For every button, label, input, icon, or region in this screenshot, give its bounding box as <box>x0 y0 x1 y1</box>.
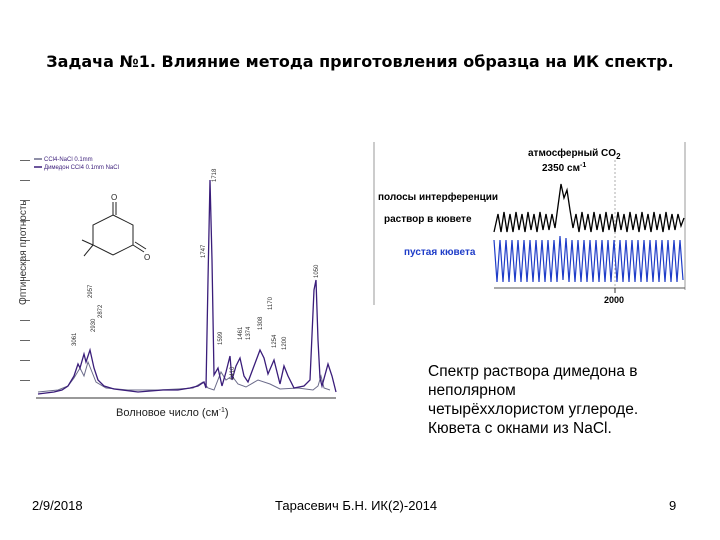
description-line: Спектр раствора димедона в <box>428 363 638 380</box>
empty-cell-label: пустая кювета <box>404 247 476 258</box>
co2-wavenumber: 2350 см-1 <box>542 162 586 174</box>
y-tick-marks <box>20 160 30 381</box>
solution-label: раствор в кювете <box>384 214 472 225</box>
dimedone-structure: O O <box>81 193 150 262</box>
sample-trace <box>37 179 337 395</box>
slide-title: Задача №1. Влияние метода приготовления … <box>46 52 674 71</box>
description-line: Кювета с окнами из NaCl. <box>428 420 612 437</box>
svg-text:O: O <box>144 253 150 262</box>
peak-label: 2957 <box>88 284 94 298</box>
x-tick-label: 2000 <box>604 295 624 305</box>
left-x-axis-label: Волновое число (см-1) <box>116 407 229 419</box>
footer-page-number: 9 <box>669 498 677 513</box>
peak-label: 1200 <box>282 336 288 350</box>
peak-label: 1747 <box>201 244 207 258</box>
footer-author: Тарасевич Б.Н. ИК(2)-2014 <box>275 498 438 513</box>
peak-label: 2930 <box>91 318 97 332</box>
peak-label: 2872 <box>98 304 104 318</box>
footer-date: 2/9/2018 <box>32 498 83 513</box>
peak-label: 1599 <box>218 331 224 345</box>
empty-cell-trace <box>493 235 684 283</box>
slide-description: Спектр раствора димедона в неполярном че… <box>428 362 708 438</box>
svg-text:O: O <box>111 193 117 202</box>
legend: CCl4-NaCl 0.1mm Димедон CCl4 0.1mm NaCl <box>34 157 119 171</box>
peak-label: 1170 <box>268 296 274 310</box>
peak-label: 1308 <box>258 316 264 330</box>
peak-label: 1050 <box>314 264 320 278</box>
peak-label: 1718 <box>212 168 218 182</box>
peak-label: 1410 <box>230 366 236 380</box>
peak-label: 3061 <box>72 332 78 346</box>
interference-label: полосы интерференции <box>378 191 498 203</box>
co2-annotation: атмосферный CO2 <box>528 147 621 161</box>
reference-trace <box>37 360 331 393</box>
left-ir-spectrum: Оптическая плотность CCl4-NaCl 0.1mm Дим… <box>18 157 337 419</box>
peak-labels: 1718 1747 2957 2872 2930 3061 1599 1461 … <box>72 168 320 380</box>
description-line: неполярном <box>428 382 516 399</box>
legend-item-sample: Димедон CCl4 0.1mm NaCl <box>44 165 119 171</box>
description-line: четырёххлористом углероде. <box>428 401 639 418</box>
peak-label: 1461 <box>238 326 244 340</box>
peak-label: 1254 <box>272 334 278 348</box>
right-ir-spectrum: атмосферный CO2 2350 см-1 полосы интерфе… <box>373 142 686 305</box>
solution-trace <box>493 183 685 233</box>
legend-item-reference: CCl4-NaCl 0.1mm <box>44 157 93 163</box>
peak-label: 1374 <box>246 326 252 340</box>
left-y-axis-label: Оптическая плотность <box>18 200 29 305</box>
